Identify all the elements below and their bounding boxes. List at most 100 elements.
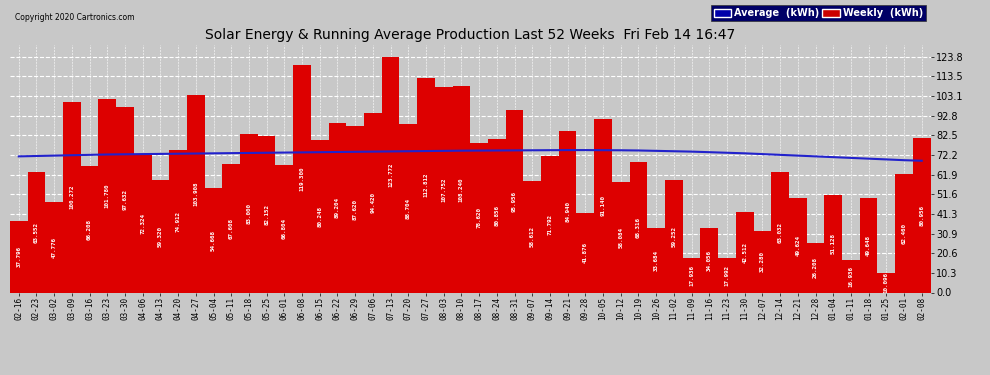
Bar — [913, 138, 931, 292]
Text: 33.684: 33.684 — [653, 250, 658, 271]
Bar — [452, 86, 470, 292]
Text: 63.032: 63.032 — [777, 222, 783, 243]
Bar — [311, 140, 329, 292]
Bar — [134, 155, 151, 292]
Bar — [506, 110, 524, 292]
Text: 80.856: 80.856 — [494, 205, 499, 226]
Text: 94.420: 94.420 — [370, 192, 375, 213]
Bar — [435, 87, 452, 292]
Bar — [470, 143, 488, 292]
Text: 66.804: 66.804 — [282, 218, 287, 239]
Text: 54.668: 54.668 — [211, 230, 216, 251]
Text: 74.912: 74.912 — [175, 211, 180, 232]
Text: 97.632: 97.632 — [123, 189, 128, 210]
Text: 62.460: 62.460 — [902, 222, 907, 243]
Text: 108.240: 108.240 — [459, 177, 464, 202]
Text: 82.152: 82.152 — [264, 204, 269, 225]
Text: 59.252: 59.252 — [671, 226, 676, 247]
Text: 41.876: 41.876 — [583, 242, 588, 263]
Bar — [275, 165, 293, 292]
Text: 119.300: 119.300 — [300, 166, 305, 191]
Text: 80.248: 80.248 — [317, 206, 323, 226]
Bar — [842, 260, 859, 292]
Bar — [187, 94, 205, 292]
Text: 91.140: 91.140 — [601, 195, 606, 216]
Bar — [240, 135, 257, 292]
Text: 17.936: 17.936 — [689, 265, 694, 286]
Text: 17.992: 17.992 — [725, 265, 730, 286]
Bar — [665, 180, 683, 292]
Bar — [257, 136, 275, 292]
Bar — [807, 243, 825, 292]
Bar — [576, 213, 594, 292]
Bar — [488, 139, 506, 292]
Text: 103.908: 103.908 — [193, 182, 198, 206]
Text: 95.956: 95.956 — [512, 190, 517, 211]
Text: 34.056: 34.056 — [707, 250, 712, 271]
Text: 47.776: 47.776 — [51, 237, 56, 258]
Text: 58.612: 58.612 — [530, 226, 535, 247]
Text: 49.624: 49.624 — [795, 235, 800, 256]
Text: 71.792: 71.792 — [547, 214, 552, 235]
Text: 32.280: 32.280 — [760, 251, 765, 272]
Text: 16.936: 16.936 — [848, 266, 853, 287]
Bar — [151, 180, 169, 292]
Text: 67.608: 67.608 — [229, 217, 234, 238]
Text: 63.552: 63.552 — [34, 222, 39, 243]
Text: 112.812: 112.812 — [424, 173, 429, 197]
Text: 72.324: 72.324 — [141, 213, 146, 234]
Bar — [859, 198, 877, 292]
Bar — [364, 113, 382, 292]
Text: 84.940: 84.940 — [565, 201, 570, 222]
Bar — [81, 166, 98, 292]
Text: 37.796: 37.796 — [16, 246, 21, 267]
Bar — [223, 164, 241, 292]
Text: 100.272: 100.272 — [69, 185, 74, 209]
Bar — [98, 99, 116, 292]
Text: 123.772: 123.772 — [388, 162, 393, 187]
Text: 89.204: 89.204 — [335, 197, 340, 218]
Bar — [417, 78, 435, 292]
Bar — [10, 220, 28, 292]
Text: 107.752: 107.752 — [442, 178, 446, 202]
Bar — [647, 228, 665, 292]
Bar — [382, 57, 399, 292]
Text: 87.620: 87.620 — [352, 199, 357, 220]
Bar — [46, 201, 63, 292]
Text: 10.096: 10.096 — [884, 272, 889, 293]
Bar — [630, 162, 647, 292]
Text: 88.704: 88.704 — [406, 198, 411, 219]
Bar — [877, 273, 895, 292]
Text: 26.208: 26.208 — [813, 257, 818, 278]
Text: 66.208: 66.208 — [87, 219, 92, 240]
Bar — [771, 172, 789, 292]
Text: 68.316: 68.316 — [636, 217, 641, 238]
Bar — [63, 102, 81, 292]
Bar — [612, 182, 630, 292]
Legend: Average  (kWh), Weekly  (kWh): Average (kWh), Weekly (kWh) — [711, 5, 926, 21]
Bar — [825, 195, 842, 292]
Bar — [293, 65, 311, 292]
Text: 58.084: 58.084 — [618, 227, 624, 248]
Bar — [169, 150, 187, 292]
Text: 42.512: 42.512 — [742, 242, 747, 262]
Text: 80.956: 80.956 — [920, 205, 925, 226]
Text: 51.128: 51.128 — [831, 233, 836, 254]
Text: 49.648: 49.648 — [866, 235, 871, 256]
Text: 101.780: 101.780 — [105, 183, 110, 208]
Bar — [116, 106, 134, 292]
Bar — [683, 258, 700, 292]
Bar — [895, 174, 913, 292]
Bar — [399, 124, 417, 292]
Text: 59.320: 59.320 — [157, 225, 163, 246]
Title: Solar Energy & Running Average Production Last 52 Weeks  Fri Feb 14 16:47: Solar Energy & Running Average Productio… — [205, 28, 736, 42]
Text: 78.620: 78.620 — [476, 207, 481, 228]
Bar — [28, 171, 46, 292]
Bar — [346, 126, 364, 292]
Bar — [700, 228, 718, 292]
Bar — [789, 198, 807, 292]
Bar — [753, 231, 771, 292]
Bar — [718, 258, 736, 292]
Bar — [542, 156, 558, 292]
Bar — [524, 181, 542, 292]
